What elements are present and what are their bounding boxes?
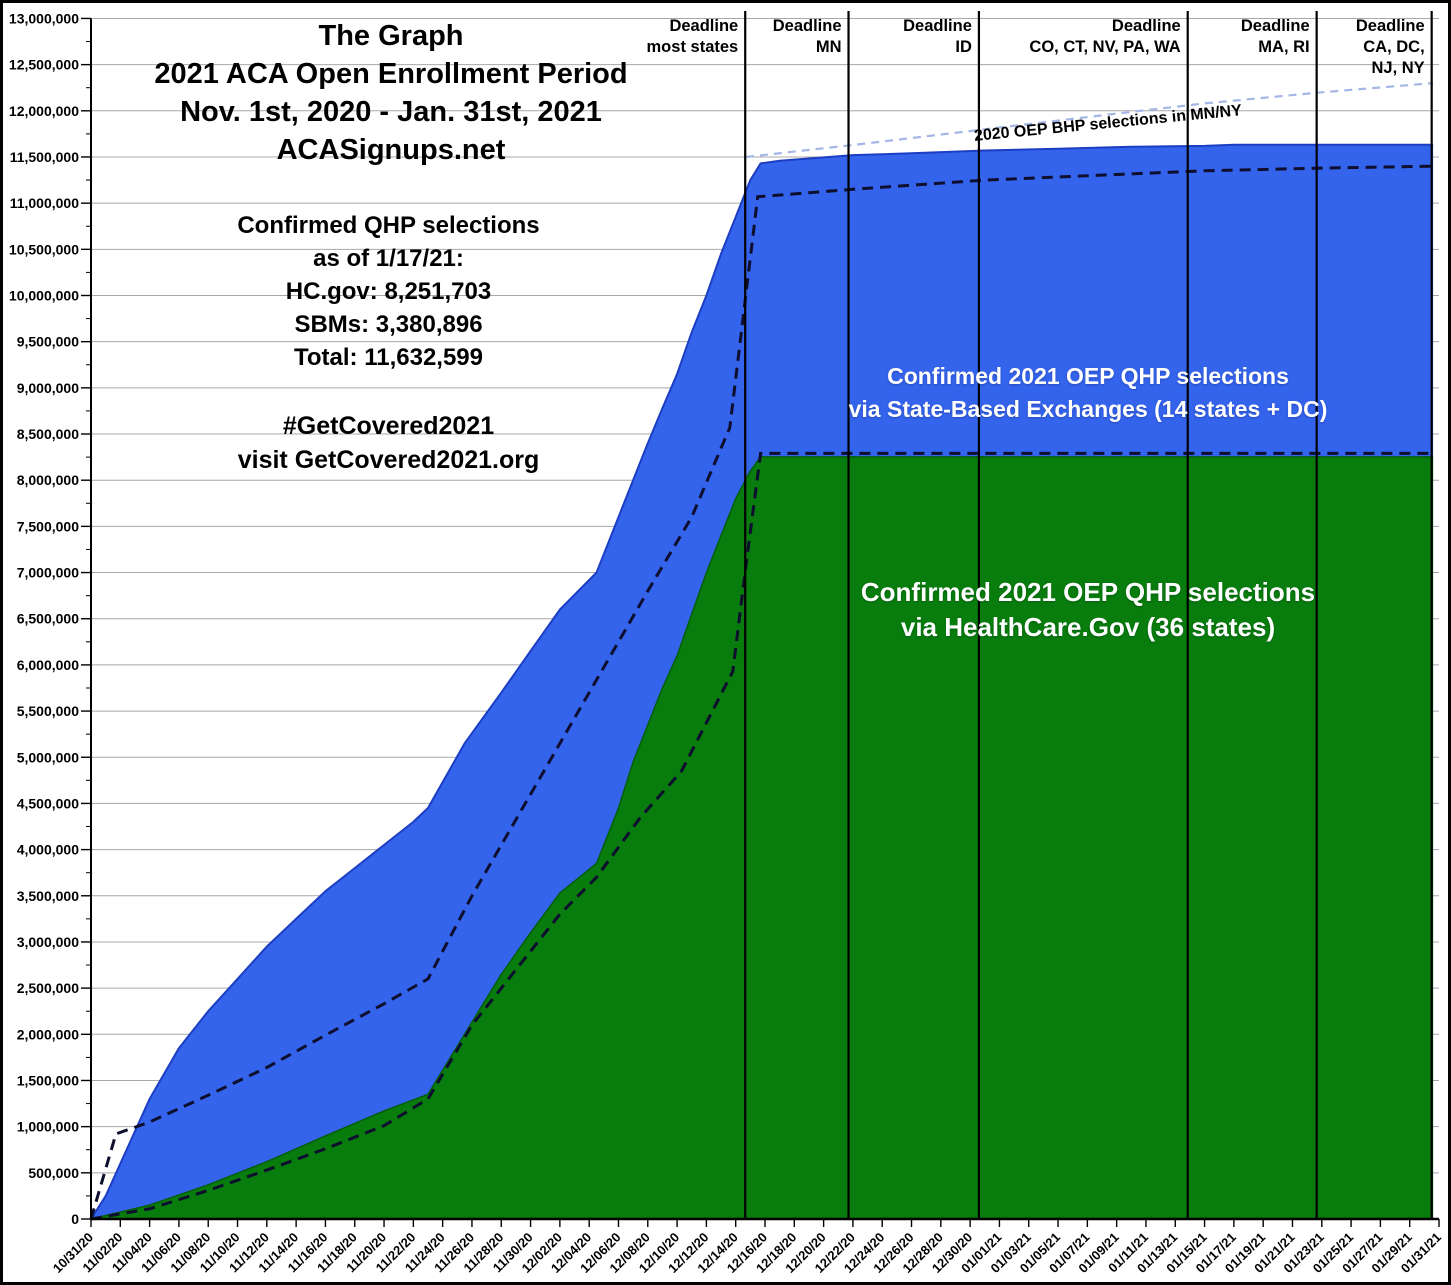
stats-as-of-date: as of 1/17/21: [313,245,464,272]
y-tick-label: 5,000,000 [17,749,79,765]
deadline-label: Deadline [903,17,972,35]
y-tick-label: 1,500,000 [17,1072,79,1088]
hcgov-area-label-line-1: Confirmed 2021 OEP QHP selections [860,577,1316,607]
deadline-label: Deadline [773,17,842,35]
deadline-label: MN [816,38,842,56]
hcgov-2020-dashed-line [90,451,1434,1221]
stats-heading: Confirmed QHP selections [237,212,540,239]
y-tick-label: 10,000,000 [9,288,79,304]
stats-block: Confirmed QHP selections as of 1/17/21: … [91,209,686,374]
deadline-label: Deadline [1112,17,1181,35]
stats-sbm-total: SBMs: 3,380,896 [294,311,483,338]
y-tick-label: 4,500,000 [17,795,79,811]
y-tick-label: 3,500,000 [17,888,79,904]
y-tick-label: 11,500,000 [10,149,80,165]
hcgov-area-label: Confirmed 2021 OEP QHP selections via He… [738,575,1438,645]
y-tick-label: 10,500,000 [9,241,79,257]
deadline-label: Deadline [669,17,738,35]
hcgov-area-polygon [91,456,1434,1219]
deadline-label: NJ, NY [1371,59,1424,77]
chart-title-line-1: The Graph [318,20,464,52]
y-tick-label: 9,500,000 [17,334,79,350]
sbm-area-label-line-1: Confirmed 2021 OEP QHP selections [887,363,1289,389]
y-tick-label: 2,000,000 [17,1026,79,1042]
y-tick-label: 12,000,000 [9,103,79,119]
getcovered-hashtag: #GetCovered2021 [282,412,495,440]
y-tick-label: 500,000 [28,1165,79,1181]
total-top-edge [90,143,1434,1220]
deadline-label: most states [647,38,739,56]
deadline-label: ID [955,38,972,56]
total-2020-dashed-line [89,164,1434,1220]
chart-title-block: The Graph 2021 ACA Open Enrollment Perio… [91,17,691,169]
y-tick-label: 0 [71,1211,79,1227]
getcovered-block: #GetCovered2021 visit GetCovered2021.org [91,409,686,477]
deadline-label: Deadline [1356,17,1425,35]
y-tick-label: 9,000,000 [17,380,79,396]
y-tick-label: 4,000,000 [17,842,79,858]
y-tick-label: 12,500,000 [9,57,79,73]
deadline-label: MA, RI [1258,38,1309,56]
hcgov-area-label-line-2: via HealthCare.Gov (36 states) [900,612,1276,642]
y-tick-label: 13,000,000 [9,10,79,26]
chart-plot-area: 0 500,000 1,000,000 1,500,000 2,000,000 2,500… [9,10,1444,1275]
stats-grand-total: Total: 11,632,599 [294,344,483,371]
getcovered-url: visit GetCovered2021.org [237,446,540,474]
y-tick-label: 8,000,000 [17,472,79,488]
y-tick-label: 2,500,000 [17,980,79,996]
deadline-label: CA, DC, [1363,38,1424,56]
y-tick-label: 7,000,000 [17,565,79,581]
chart-title-site: ACASignups.net [276,134,506,166]
y-tick-label: 7,500,000 [17,518,79,534]
y-tick-label: 8,500,000 [17,426,79,442]
deadline-label: Deadline [1241,17,1310,35]
y-tick-label: 1,000,000 [17,1119,79,1135]
hcgov-top-edge [90,456,1434,1220]
y-tick-label: 11,000,000 [10,195,80,211]
y-tick-label: 5,500,000 [17,703,79,719]
y-tick-label: 3,000,000 [17,934,79,950]
sbm-area-label: Confirmed 2021 OEP QHP selections via St… [738,360,1438,426]
chart-title-line-3: Nov. 1st, 2020 - Jan. 31st, 2021 [180,96,602,128]
y-tick-label: 6,500,000 [17,611,79,627]
y-tick-label: 6,000,000 [17,657,79,673]
deadline-label: CO, CT, NV, PA, WA [1029,38,1180,56]
chart-title-line-2: 2021 ACA Open Enrollment Period [154,58,628,90]
bhp-2020-dashed-line [745,82,1434,159]
stats-hcgov-total: HC.gov: 8,251,703 [285,278,492,305]
sbm-area-label-line-2: via State-Based Exchanges (14 states + D… [848,396,1328,422]
